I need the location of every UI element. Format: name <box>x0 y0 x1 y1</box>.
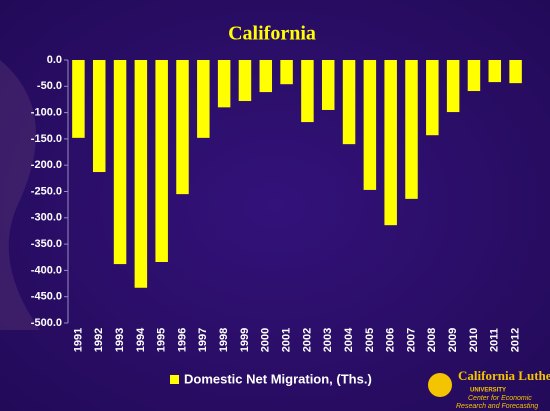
y-tick-label: -100.0 <box>31 107 62 119</box>
bar <box>509 60 522 84</box>
bar <box>155 60 168 262</box>
bar <box>405 60 418 199</box>
bar <box>92 60 106 173</box>
chart-title: California <box>228 23 316 45</box>
x-tick-label: 2003 <box>322 328 334 352</box>
decoration <box>0 60 40 330</box>
logo: California Lutheran UNIVERSITY Center fo… <box>428 368 550 410</box>
y-tick-label: -150.0 <box>31 133 62 145</box>
x-tick-label: 1993 <box>114 328 126 352</box>
x-tick-label: 1991 <box>72 328 84 352</box>
bar <box>363 60 377 190</box>
bar <box>342 60 356 145</box>
bar <box>467 60 481 92</box>
x-tick-label: 1998 <box>218 328 230 352</box>
y-tick-label: -500.0 <box>31 317 62 329</box>
bar <box>321 60 335 110</box>
legend-label: Domestic Net Migration, (Ths.) <box>184 371 372 386</box>
logo-sub: UNIVERSITY <box>470 388 506 394</box>
x-tick-label: 2005 <box>364 328 376 352</box>
y-tick-label: -50.0 <box>37 80 62 92</box>
logo-name: California Lutheran <box>458 368 550 383</box>
x-tick-label: 2006 <box>385 328 397 352</box>
bar <box>176 60 189 195</box>
x-tick-label: 1999 <box>239 328 251 352</box>
x-tick-label: 1994 <box>135 327 147 352</box>
x-tick-label: 2011 <box>489 328 501 352</box>
y-tick-label: -250.0 <box>31 185 62 197</box>
bar <box>217 60 231 108</box>
y-tick-label: 0.0 <box>47 54 62 66</box>
bar <box>446 60 460 113</box>
x-tick-label: 1997 <box>197 328 209 352</box>
x-tick-label: 2001 <box>280 328 292 352</box>
x-tick-label: 2012 <box>509 328 521 352</box>
bar <box>280 60 293 85</box>
x-tick-label: 2007 <box>405 328 417 352</box>
bar <box>488 60 502 83</box>
bar <box>259 60 273 93</box>
x-tick-label: 2002 <box>301 328 313 352</box>
logo-center: Research and Forecasting <box>456 403 538 410</box>
x-tick-label: 1996 <box>176 328 188 352</box>
y-tick-label: -450.0 <box>31 291 62 303</box>
x-tick-label: 2010 <box>468 328 480 352</box>
bar <box>113 60 127 265</box>
x-tick-label: 2004 <box>343 327 355 352</box>
x-tick-label: 1995 <box>156 328 168 352</box>
bar <box>197 60 210 138</box>
bar <box>384 60 397 226</box>
x-tick-label: 2009 <box>447 328 459 352</box>
bar <box>134 60 148 288</box>
x-tick-label: 2000 <box>260 328 272 352</box>
y-tick-label: -300.0 <box>31 212 62 224</box>
bar <box>301 60 314 123</box>
legend-swatch <box>170 375 179 384</box>
x-tick-label: 2008 <box>426 328 438 352</box>
y-tick-label: -400.0 <box>31 264 62 276</box>
x-tick-label: 1992 <box>93 328 105 352</box>
bar <box>238 60 252 102</box>
logo-center: Center for Economic <box>468 395 532 402</box>
bar <box>72 60 85 138</box>
logo-sun <box>428 373 452 397</box>
y-tick-label: -200.0 <box>31 159 62 171</box>
y-tick-label: -350.0 <box>31 238 62 250</box>
bar <box>426 60 439 136</box>
